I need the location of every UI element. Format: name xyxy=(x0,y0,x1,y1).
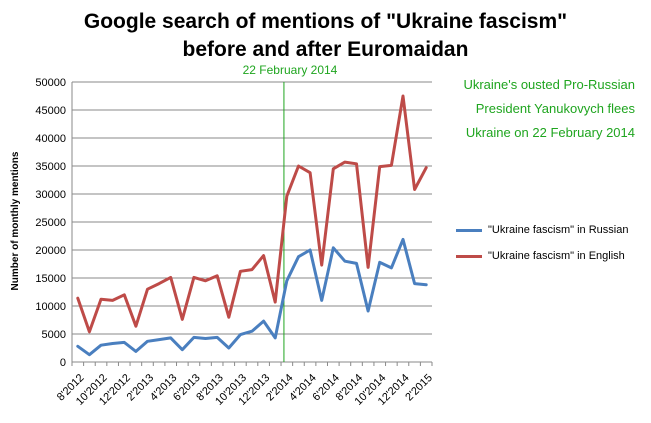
annotation-line-1: Ukraine's ousted Pro-Russian xyxy=(463,77,635,92)
chart-title-line-1: Google search of mentions of "Ukraine fa… xyxy=(83,10,568,33)
legend-swatch-english xyxy=(456,254,482,258)
y-tick-label-3: 15000 xyxy=(35,273,66,285)
y-tick-label-9: 45000 xyxy=(35,105,66,117)
event-date-label: 22 February 2014 xyxy=(242,63,338,77)
legend-label-english: "Ukraine fascism" in English xyxy=(488,250,625,262)
annotation-line-3: Ukraine on 22 February 2014 xyxy=(465,125,635,140)
y-tick-label-4: 20000 xyxy=(35,245,66,257)
chart-title-line-2: before and after Euromaidan xyxy=(182,38,469,61)
axes: 0 5000 10000 15000 20000 25000 30000 35000 40000… xyxy=(35,77,435,408)
legend-item-russian: "Ukraine fascism" in Russian xyxy=(456,224,628,236)
annotation-line-2: President Yanukovych flees xyxy=(475,101,635,116)
series-line-1 xyxy=(76,94,428,334)
legend-label-russian: "Ukraine fascism" in Russian xyxy=(488,224,629,236)
y-tick-label-1: 5000 xyxy=(42,329,66,341)
series-line-0 xyxy=(76,237,428,357)
x-tick-label-15: 2'2015 xyxy=(403,372,435,404)
y-tick-label-0: 0 xyxy=(60,357,66,369)
y-tick-label-6: 30000 xyxy=(35,189,66,201)
y-tick-label-5: 25000 xyxy=(35,217,66,229)
legend-item-english: "Ukraine fascism" in English xyxy=(456,250,625,262)
y-tick-label-2: 10000 xyxy=(35,301,66,313)
y-tick-label-10: 50000 xyxy=(35,77,66,89)
series xyxy=(76,94,428,357)
grid xyxy=(72,81,432,335)
y-tick-label-7: 35000 xyxy=(35,161,66,173)
legend-swatch-russian xyxy=(456,228,482,232)
y-tick-label-8: 40000 xyxy=(35,133,66,145)
